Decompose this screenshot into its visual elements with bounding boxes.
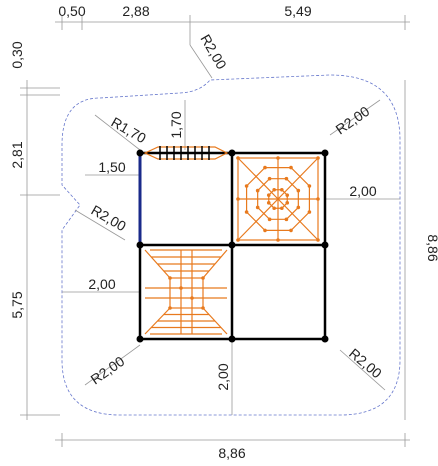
net-part [244, 184, 249, 188]
net-part [136, 149, 144, 157]
dim-label: 2,00 [88, 276, 115, 292]
net-part [272, 187, 276, 192]
dim-label: 5,75 [9, 291, 25, 318]
net-part [255, 188, 260, 193]
net-part [280, 187, 284, 192]
radius-label: R2,00 [197, 32, 230, 73]
net-part [289, 165, 293, 170]
net-part [228, 241, 236, 249]
net-part [272, 206, 276, 211]
dim-label: 5,49 [284, 3, 311, 19]
net-part [190, 296, 194, 300]
dim-label: 0,50 [58, 3, 85, 19]
net-part [277, 198, 319, 241]
net-part [263, 228, 267, 233]
net-part [296, 205, 301, 210]
dimension-lines [20, 15, 410, 447]
dim-label: 2,81 [9, 141, 25, 168]
dim-label: 8,86 [218, 445, 245, 461]
net-part [237, 157, 279, 200]
net-part [267, 217, 272, 222]
nets [143, 146, 320, 335]
net-part [307, 210, 312, 214]
net-part [284, 217, 289, 222]
net-part [237, 198, 279, 241]
dim-label: 8,86 [425, 234, 438, 261]
net-part [289, 228, 293, 233]
net-part [307, 184, 312, 188]
net-part [263, 165, 267, 170]
nodes [136, 149, 329, 343]
dim-label: 0,30 [9, 41, 25, 68]
net-part [296, 188, 301, 193]
net-part [277, 157, 319, 200]
net-part [284, 176, 289, 181]
radius-label: R2,00 [333, 103, 373, 138]
net-part [228, 149, 236, 157]
net-part [201, 276, 205, 280]
dim-label: 1,50 [98, 159, 125, 175]
net-part [266, 193, 271, 197]
net-part [169, 277, 204, 309]
radius-label: R2,00 [88, 353, 128, 388]
net-part [255, 205, 260, 210]
dim-label: 1,70 [168, 111, 184, 138]
dim-label: 2,00 [349, 183, 376, 199]
net-part [285, 201, 290, 205]
net-part [321, 241, 329, 249]
net-part [143, 146, 229, 160]
net-part [136, 335, 144, 343]
net-part [237, 157, 319, 241]
safety-outline [61, 74, 401, 416]
net-part [321, 335, 329, 343]
net-part [285, 193, 290, 197]
dim-label: 2,88 [122, 3, 149, 19]
net-part [201, 306, 205, 310]
net-part [267, 176, 272, 181]
net-part [244, 210, 249, 214]
radius-label: R2,00 [346, 345, 385, 381]
net-part [136, 241, 144, 249]
net-part [179, 286, 183, 290]
net-part [168, 276, 172, 280]
net-part [321, 149, 329, 157]
net-part [228, 335, 236, 343]
net-part [168, 306, 172, 310]
net-part [266, 201, 271, 205]
radius-label: R2,00 [89, 202, 130, 235]
net-part [280, 206, 284, 211]
dim-label: 2,00 [215, 363, 231, 390]
